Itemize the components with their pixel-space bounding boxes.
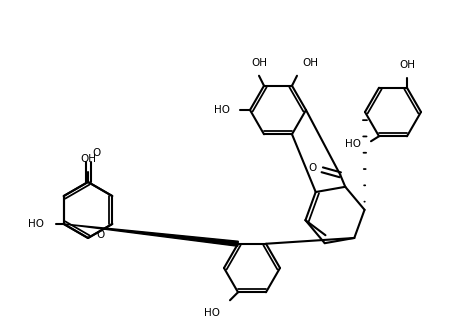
Text: HO: HO: [28, 219, 44, 229]
Text: OH: OH: [398, 60, 414, 70]
Polygon shape: [64, 224, 238, 246]
Text: HO: HO: [344, 139, 360, 149]
Text: O: O: [307, 163, 316, 173]
Text: OH: OH: [301, 58, 318, 68]
Text: OH: OH: [250, 58, 267, 68]
Text: HO: HO: [213, 105, 230, 115]
Text: O: O: [92, 148, 100, 158]
Text: HO: HO: [203, 308, 220, 318]
Text: O: O: [96, 230, 104, 240]
Text: OH: OH: [80, 154, 96, 164]
